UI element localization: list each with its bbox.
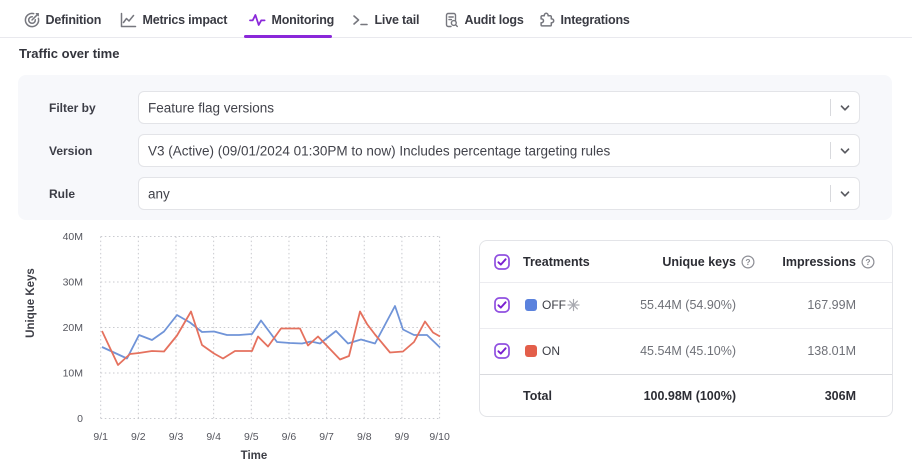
svg-text:9/8: 9/8 (357, 431, 372, 443)
svg-text:9/9: 9/9 (395, 431, 410, 443)
svg-text:40M: 40M (63, 231, 83, 243)
svg-text:9/6: 9/6 (282, 431, 297, 443)
svg-text:20M: 20M (63, 322, 83, 334)
svg-text:30M: 30M (63, 277, 83, 289)
svg-text:9/1: 9/1 (93, 431, 108, 443)
svg-text:Time: Time (241, 450, 268, 462)
svg-text:9/2: 9/2 (131, 431, 146, 443)
svg-text:9/5: 9/5 (244, 431, 259, 443)
svg-text:?: ? (745, 257, 750, 267)
svg-text:9/3: 9/3 (169, 431, 184, 443)
svg-text:9/10: 9/10 (429, 431, 450, 443)
svg-text:9/4: 9/4 (206, 431, 221, 443)
svg-text:?: ? (865, 257, 870, 267)
svg-text:Unique Keys: Unique Keys (25, 268, 37, 338)
svg-text:10M: 10M (63, 368, 83, 380)
svg-text:9/7: 9/7 (319, 431, 334, 443)
svg-text:0: 0 (77, 413, 83, 425)
